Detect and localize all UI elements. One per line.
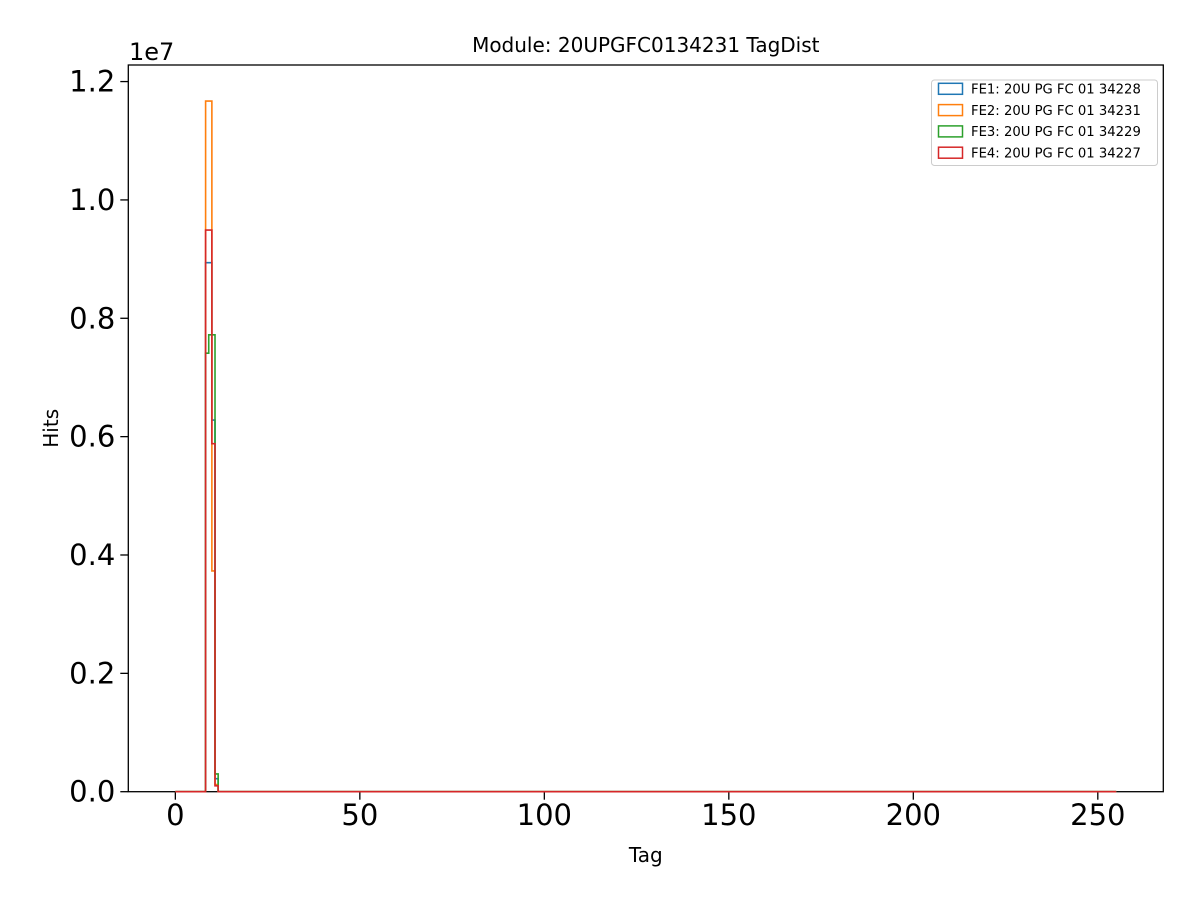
x-tick-label: 100 <box>517 798 572 832</box>
x-tick-label: 50 <box>341 798 378 832</box>
legend-label-fe3: FE3: 20U PG FC 01 34229 <box>971 125 1141 140</box>
y-tick-label: 0.2 <box>69 656 115 690</box>
y-tick-label: 1.0 <box>69 183 115 217</box>
legend-swatch-fe3 <box>937 125 964 138</box>
y-tick-label: 0.6 <box>69 420 115 454</box>
x-tick-label: 0 <box>166 798 184 832</box>
y-offset-label: 1e7 <box>129 38 174 66</box>
series-path-fe2 <box>175 100 1117 793</box>
series-path-fe4 <box>175 229 1117 793</box>
legend-label-fe4: FE4: 20U PG FC 01 34227 <box>971 147 1141 162</box>
y-tick-label: 1.2 <box>69 65 115 99</box>
y-tick-label: 0.8 <box>69 301 115 335</box>
series-path-fe3 <box>175 334 1117 793</box>
y-axis-label: Hits <box>39 409 63 448</box>
chart-title: Module: 20UPGFC0134231 TagDist <box>472 33 820 57</box>
legend-label-fe2: FE2: 20U PG FC 01 34231 <box>971 104 1141 119</box>
y-tick-label: 0.0 <box>69 775 115 809</box>
legend: FE1: 20U PG FC 01 34228 FE2: 20U PG FC 01… <box>931 79 1158 166</box>
y-tick-label: 0.4 <box>69 538 115 572</box>
legend-swatch-fe1 <box>937 82 964 96</box>
plot-area <box>127 64 1164 793</box>
legend-swatch-fe2 <box>937 103 964 117</box>
x-tick-label: 250 <box>1070 798 1125 832</box>
x-axis-label: Tag <box>628 843 663 867</box>
series-path-fe1 <box>175 261 1117 793</box>
axis-ticks: 0 50 100 150 200 250 0.0 0.2 0.4 0.6 0.8 1.0 1.2 <box>69 65 1125 833</box>
legend-label-fe1: FE1: 20U PG FC 01 34228 <box>971 83 1141 98</box>
histogram-series <box>175 100 1117 793</box>
x-tick-label: 150 <box>701 798 756 832</box>
legend-box <box>931 79 1158 166</box>
x-tick-label: 200 <box>886 798 941 832</box>
legend-swatch-fe4 <box>937 146 964 159</box>
